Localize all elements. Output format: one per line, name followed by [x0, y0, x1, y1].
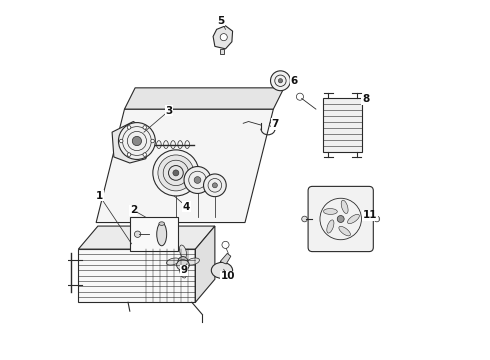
Ellipse shape [341, 200, 348, 213]
Circle shape [203, 174, 226, 197]
Circle shape [120, 139, 123, 143]
Ellipse shape [323, 208, 337, 215]
Circle shape [302, 216, 307, 222]
Polygon shape [220, 49, 224, 54]
Polygon shape [213, 26, 233, 49]
Polygon shape [112, 122, 150, 163]
Circle shape [194, 177, 201, 183]
Polygon shape [220, 253, 231, 264]
Text: 6: 6 [290, 76, 297, 86]
Circle shape [134, 231, 141, 238]
Text: 3: 3 [165, 106, 172, 116]
Polygon shape [323, 99, 362, 152]
Circle shape [143, 126, 147, 129]
Ellipse shape [167, 258, 180, 265]
Ellipse shape [157, 223, 167, 246]
Circle shape [178, 257, 188, 266]
Circle shape [153, 150, 199, 196]
Ellipse shape [347, 214, 359, 224]
Text: 10: 10 [220, 271, 235, 282]
Ellipse shape [211, 262, 233, 278]
Circle shape [278, 78, 283, 83]
Circle shape [143, 153, 147, 156]
Ellipse shape [179, 245, 187, 258]
Text: 5: 5 [218, 15, 225, 26]
Circle shape [337, 216, 344, 222]
FancyBboxPatch shape [308, 186, 373, 252]
Circle shape [119, 123, 155, 159]
Circle shape [173, 170, 179, 176]
Circle shape [127, 126, 131, 129]
Ellipse shape [339, 226, 350, 236]
Circle shape [151, 139, 154, 143]
Circle shape [212, 183, 218, 188]
Circle shape [184, 167, 211, 193]
Text: 9: 9 [180, 265, 188, 275]
Ellipse shape [327, 220, 334, 233]
Circle shape [270, 71, 291, 91]
Circle shape [374, 216, 380, 222]
Polygon shape [130, 217, 178, 251]
Text: 7: 7 [271, 119, 279, 129]
Ellipse shape [186, 258, 199, 265]
Circle shape [132, 136, 142, 145]
Ellipse shape [176, 260, 189, 270]
Text: 4: 4 [183, 202, 190, 212]
Circle shape [158, 155, 194, 191]
Ellipse shape [179, 265, 187, 278]
Text: 11: 11 [363, 211, 377, 220]
Polygon shape [78, 226, 215, 249]
Text: 8: 8 [362, 94, 369, 104]
Polygon shape [124, 88, 284, 109]
Circle shape [127, 153, 131, 156]
Text: 1: 1 [96, 191, 103, 201]
Text: 2: 2 [130, 205, 137, 215]
Ellipse shape [159, 222, 165, 225]
Polygon shape [96, 109, 273, 222]
Polygon shape [196, 226, 215, 302]
Circle shape [220, 33, 227, 41]
Polygon shape [78, 249, 196, 302]
